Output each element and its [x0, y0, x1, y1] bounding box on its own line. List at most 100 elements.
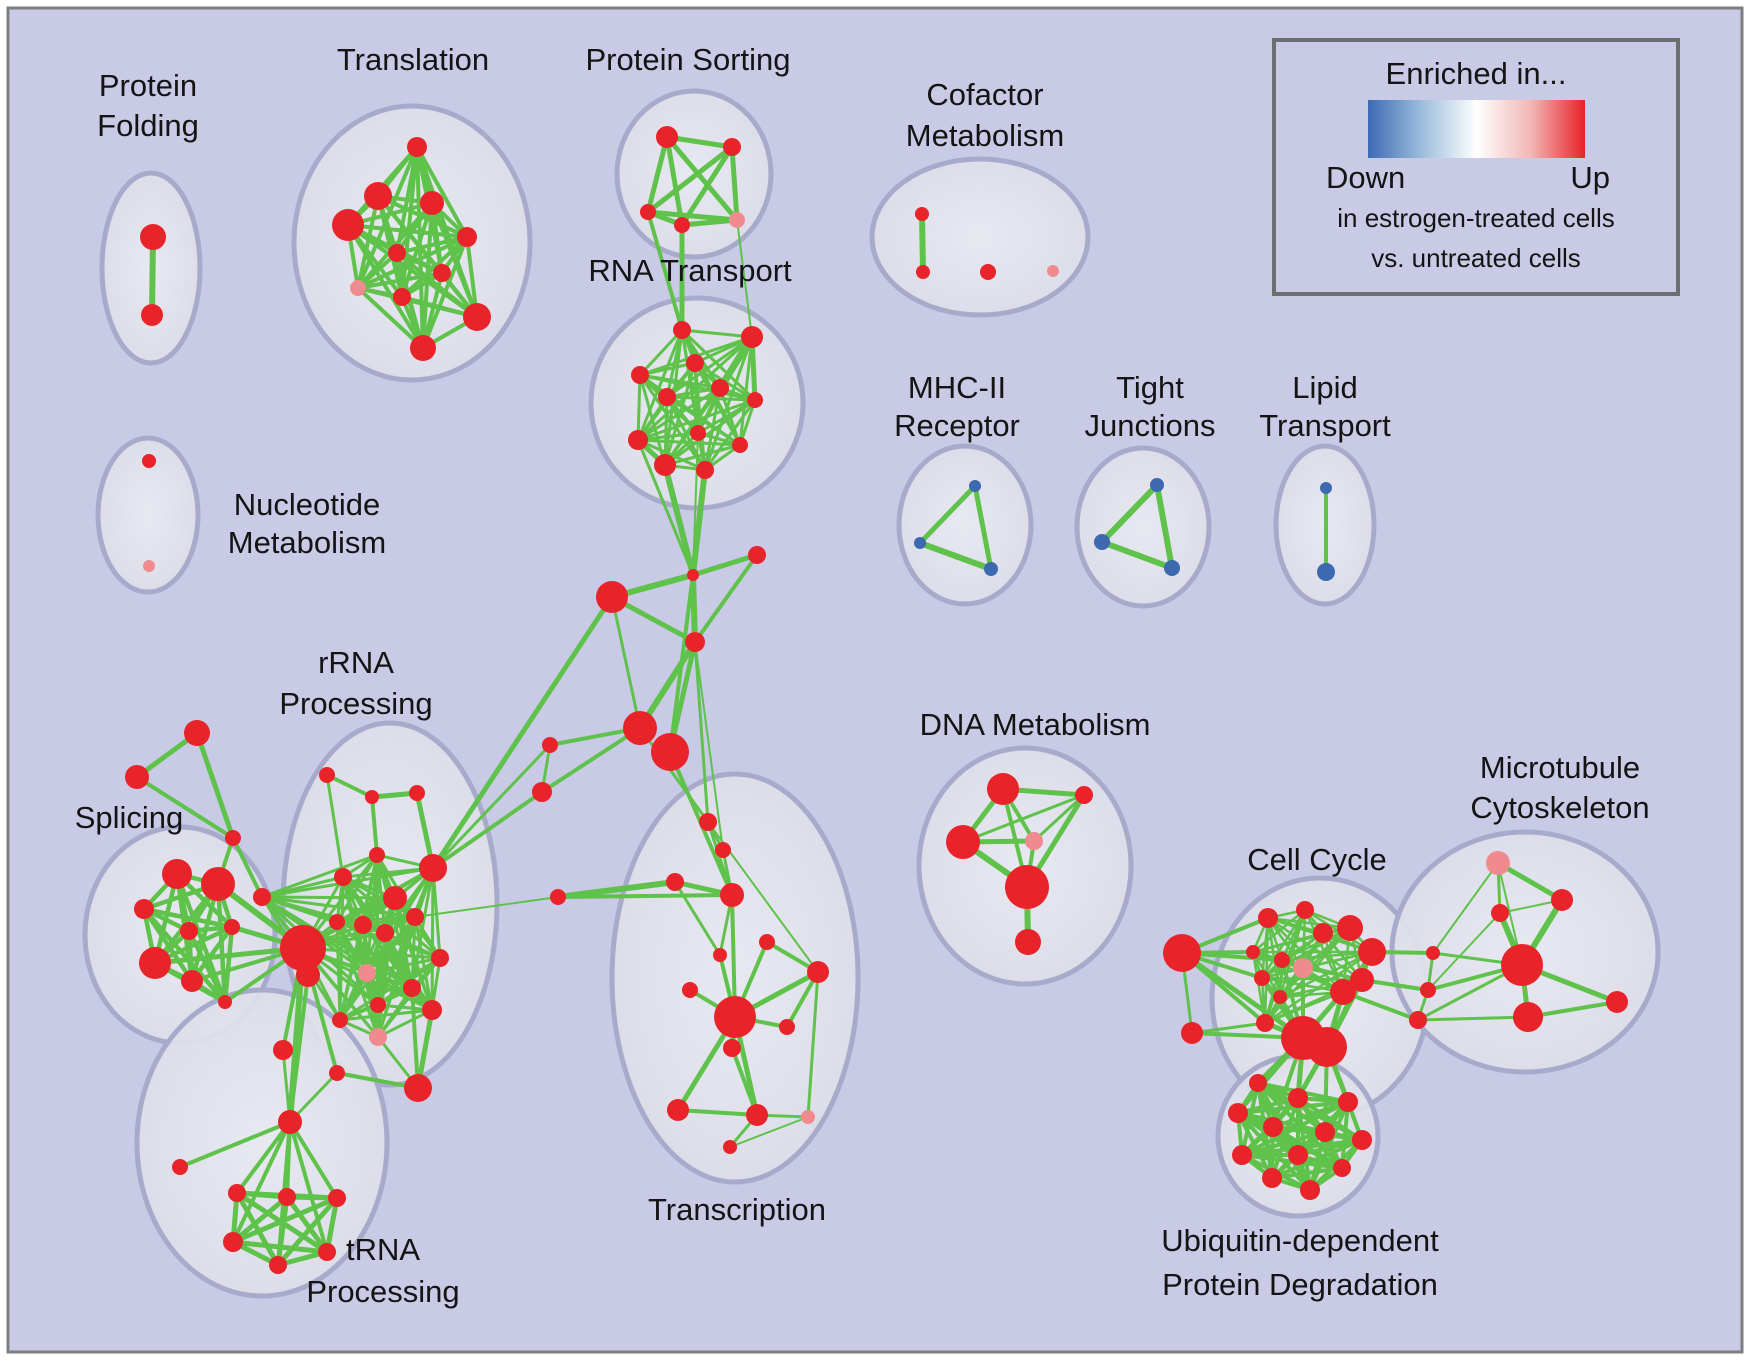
- network-node-72[interactable]: [354, 916, 372, 934]
- network-node-61[interactable]: [139, 947, 171, 979]
- network-node-0[interactable]: [140, 224, 166, 250]
- network-node-76[interactable]: [431, 949, 449, 967]
- network-node-151[interactable]: [1288, 1145, 1308, 1165]
- network-node-12[interactable]: [410, 335, 436, 361]
- network-node-47[interactable]: [685, 632, 705, 652]
- network-node-71[interactable]: [406, 908, 424, 926]
- network-node-9[interactable]: [350, 280, 366, 296]
- network-node-127[interactable]: [1254, 970, 1270, 986]
- network-node-148[interactable]: [1315, 1122, 1335, 1142]
- network-node-64[interactable]: [280, 925, 326, 971]
- network-node-74[interactable]: [376, 924, 394, 942]
- network-node-57[interactable]: [201, 867, 235, 901]
- network-node-69[interactable]: [383, 886, 407, 910]
- network-node-115[interactable]: [1005, 865, 1049, 909]
- network-node-104[interactable]: [714, 996, 756, 1038]
- network-node-49[interactable]: [651, 733, 689, 771]
- network-node-99[interactable]: [720, 883, 744, 907]
- network-node-77[interactable]: [403, 979, 421, 997]
- network-node-26[interactable]: [984, 562, 998, 576]
- network-node-89[interactable]: [278, 1188, 296, 1206]
- network-node-34[interactable]: [686, 354, 704, 372]
- network-node-98[interactable]: [666, 873, 684, 891]
- network-node-33[interactable]: [741, 326, 763, 348]
- network-node-14[interactable]: [723, 138, 741, 156]
- network-node-84[interactable]: [365, 790, 379, 804]
- network-node-81[interactable]: [369, 1028, 387, 1046]
- network-node-79[interactable]: [422, 1000, 442, 1020]
- network-node-150[interactable]: [1232, 1145, 1252, 1165]
- network-node-96[interactable]: [699, 813, 717, 831]
- network-node-70[interactable]: [419, 854, 447, 882]
- network-node-119[interactable]: [1258, 908, 1278, 928]
- network-node-68[interactable]: [369, 847, 385, 863]
- network-node-48[interactable]: [623, 711, 657, 745]
- network-node-6[interactable]: [457, 227, 477, 247]
- network-node-141[interactable]: [1513, 1002, 1543, 1032]
- network-node-39[interactable]: [690, 425, 706, 441]
- network-node-56[interactable]: [162, 859, 192, 889]
- network-node-38[interactable]: [747, 392, 763, 408]
- network-node-4[interactable]: [420, 191, 444, 215]
- network-node-62[interactable]: [181, 970, 203, 992]
- network-node-110[interactable]: [723, 1140, 737, 1154]
- network-node-101[interactable]: [713, 948, 727, 962]
- network-node-117[interactable]: [1163, 934, 1201, 972]
- network-node-31[interactable]: [1317, 563, 1335, 581]
- network-node-93[interactable]: [269, 1256, 287, 1274]
- network-node-20[interactable]: [980, 264, 996, 280]
- network-node-40[interactable]: [628, 430, 648, 450]
- network-node-108[interactable]: [746, 1104, 768, 1126]
- network-node-2[interactable]: [407, 137, 427, 157]
- network-node-55[interactable]: [225, 830, 241, 846]
- network-node-100[interactable]: [759, 934, 775, 950]
- network-node-60[interactable]: [224, 919, 240, 935]
- network-node-102[interactable]: [807, 961, 829, 983]
- network-node-113[interactable]: [946, 825, 980, 859]
- network-node-37[interactable]: [658, 388, 676, 406]
- network-node-78[interactable]: [370, 997, 386, 1013]
- network-node-145[interactable]: [1338, 1092, 1358, 1112]
- network-node-13[interactable]: [656, 126, 678, 148]
- network-node-27[interactable]: [1150, 478, 1164, 492]
- network-node-131[interactable]: [1256, 1014, 1274, 1032]
- network-node-138[interactable]: [1491, 904, 1509, 922]
- network-node-1[interactable]: [141, 304, 163, 326]
- network-node-23[interactable]: [143, 560, 155, 572]
- network-node-147[interactable]: [1263, 1117, 1283, 1137]
- network-node-116[interactable]: [1015, 929, 1041, 955]
- network-node-103[interactable]: [682, 982, 698, 998]
- network-node-58[interactable]: [134, 899, 154, 919]
- network-node-25[interactable]: [914, 537, 926, 549]
- network-node-35[interactable]: [631, 366, 649, 384]
- network-node-43[interactable]: [696, 461, 714, 479]
- network-node-83[interactable]: [319, 767, 335, 783]
- network-node-90[interactable]: [328, 1189, 346, 1207]
- network-node-11[interactable]: [463, 303, 491, 331]
- network-node-67[interactable]: [334, 868, 352, 886]
- network-node-63[interactable]: [218, 995, 232, 1009]
- network-node-10[interactable]: [393, 288, 411, 306]
- network-node-112[interactable]: [1075, 786, 1093, 804]
- network-node-121[interactable]: [1313, 923, 1333, 943]
- network-node-136[interactable]: [1409, 1011, 1427, 1029]
- network-node-66[interactable]: [253, 888, 271, 906]
- network-node-118[interactable]: [1181, 1022, 1203, 1044]
- network-node-128[interactable]: [1273, 990, 1287, 1004]
- network-node-5[interactable]: [332, 209, 364, 241]
- network-node-130[interactable]: [1350, 968, 1374, 992]
- network-node-53[interactable]: [184, 720, 210, 746]
- network-node-44[interactable]: [687, 569, 699, 581]
- network-node-111[interactable]: [987, 773, 1019, 805]
- network-node-153[interactable]: [1262, 1168, 1282, 1188]
- network-node-21[interactable]: [1047, 265, 1059, 277]
- network-node-42[interactable]: [654, 454, 676, 476]
- network-node-106[interactable]: [723, 1039, 741, 1057]
- network-node-82[interactable]: [273, 1040, 293, 1060]
- network-node-80[interactable]: [332, 1012, 348, 1028]
- network-node-7[interactable]: [388, 244, 406, 262]
- network-node-120[interactable]: [1296, 901, 1314, 919]
- network-node-59[interactable]: [180, 922, 198, 940]
- network-node-125[interactable]: [1274, 952, 1290, 968]
- network-node-143[interactable]: [1249, 1074, 1267, 1092]
